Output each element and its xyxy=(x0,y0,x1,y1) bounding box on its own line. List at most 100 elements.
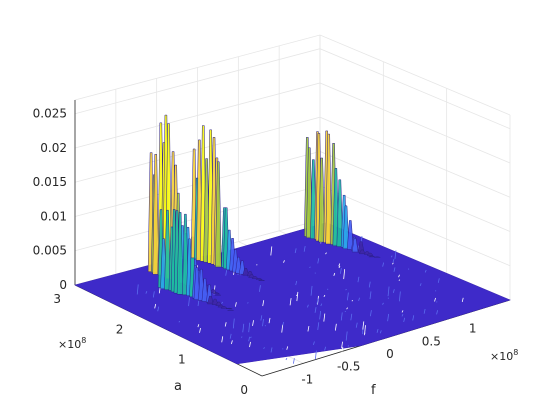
surface-ripple xyxy=(357,276,360,283)
peak-spike xyxy=(255,277,263,280)
x-tick-label: 0 xyxy=(386,347,394,361)
surface-ripple xyxy=(145,291,148,294)
z-tick-label: 0.01 xyxy=(40,209,67,223)
peak-spike xyxy=(215,161,222,268)
surface-ripple xyxy=(197,324,200,328)
peak-3 xyxy=(190,125,265,281)
x-multiplier-base: ×10 xyxy=(490,350,513,363)
surface-ripple xyxy=(282,321,285,326)
surface-ripple xyxy=(398,274,400,278)
peak-spike xyxy=(226,307,233,310)
surface-ripple xyxy=(338,263,341,267)
grid-line xyxy=(74,82,511,164)
surface-ripple xyxy=(398,279,401,281)
surface-ripple xyxy=(339,268,342,274)
surface-ripple xyxy=(390,255,393,258)
surface-ripple xyxy=(334,323,337,331)
surface-ripple xyxy=(249,341,251,348)
surface-ripple xyxy=(242,323,245,333)
surface-ripple xyxy=(398,291,401,302)
peak-spike xyxy=(336,179,344,247)
surface-ripple xyxy=(461,297,464,303)
surface-ripple xyxy=(314,307,317,313)
grid-line xyxy=(74,116,511,198)
grid-line xyxy=(74,151,511,232)
surface-ripple xyxy=(229,333,232,339)
surface-ripple xyxy=(317,322,320,330)
z-tick-label: 0.005 xyxy=(33,244,67,258)
surface-ripple xyxy=(259,285,261,292)
surface-ripple xyxy=(221,301,223,304)
surface-ripple xyxy=(283,260,285,263)
surface-ripple xyxy=(434,297,436,302)
peak-spike xyxy=(351,238,359,253)
surface-ripple xyxy=(340,312,343,321)
peak-spike xyxy=(176,212,184,295)
surface-ripple xyxy=(154,303,157,309)
surface-ripple xyxy=(369,291,372,300)
surface-ripple xyxy=(319,310,322,320)
grid-line xyxy=(74,34,511,116)
peak-spike xyxy=(201,278,209,302)
surface-ripple xyxy=(188,297,190,307)
tick-labels: 0 0.005 0.01 0.015 0.02 0.025 0 1 2 3 -1 -0.5 0 0.5 1 xyxy=(33,107,477,397)
surface-ripple xyxy=(152,291,155,298)
peak-spike xyxy=(342,205,350,250)
surface-ripple xyxy=(387,286,390,297)
surface-ripple xyxy=(270,347,273,353)
y-multiplier-base: ×10 xyxy=(58,338,81,351)
peak-spike xyxy=(358,249,366,255)
surface-ripple xyxy=(263,347,265,349)
peak-spike xyxy=(325,133,332,245)
surface-ripple xyxy=(401,313,404,317)
surface-ripple xyxy=(320,303,323,307)
peak-spike xyxy=(318,157,325,243)
surface-ripple xyxy=(350,313,353,321)
surface-ripple xyxy=(392,289,395,293)
surface-ripple xyxy=(292,358,295,364)
surface-ripple xyxy=(355,322,358,328)
surface-ripple xyxy=(347,345,350,347)
surface-ripple xyxy=(343,269,346,280)
surface-ripple xyxy=(392,258,395,263)
surface-ripple xyxy=(285,357,288,361)
surface-ripple xyxy=(221,336,224,343)
peak-spike xyxy=(258,279,265,281)
surface-ripple xyxy=(436,310,438,315)
surface-ripple xyxy=(313,341,315,345)
z-tick-label: 0.02 xyxy=(40,141,67,155)
surface-ripple xyxy=(341,346,344,352)
surface-ripple xyxy=(289,298,292,306)
surface-ripple xyxy=(309,266,311,268)
surface-ripple xyxy=(412,315,415,321)
surface-ripple xyxy=(323,313,326,322)
surface-ripple xyxy=(364,325,366,336)
peak-spike xyxy=(242,268,250,276)
surface-ripple xyxy=(351,299,354,302)
surface-ripple xyxy=(317,258,320,264)
peak-spike xyxy=(209,289,217,293)
surface-ripple xyxy=(294,248,297,254)
surface-ripple xyxy=(345,288,347,291)
surface-ripple xyxy=(248,322,251,333)
surface-ripple xyxy=(368,281,371,288)
surface-ripple xyxy=(362,321,365,330)
surface-ripple xyxy=(382,262,385,267)
surface-ripple xyxy=(286,346,289,350)
peak-spike xyxy=(164,209,171,291)
surface-ripple xyxy=(232,318,235,329)
surface-ripple xyxy=(303,246,306,252)
z-tick-label: 0.025 xyxy=(33,107,67,121)
x-tick-label: 1 xyxy=(469,322,477,336)
surface-ripple xyxy=(341,341,343,348)
z-tick-label: 0.015 xyxy=(33,175,67,189)
surface-ripple xyxy=(327,288,329,290)
peak-spike xyxy=(213,292,220,294)
surface-ripple xyxy=(379,330,382,334)
surface-ripple xyxy=(199,328,201,333)
floor-plane xyxy=(74,222,511,365)
surface-ripple xyxy=(325,252,327,255)
surface-ripple xyxy=(358,297,360,301)
surface-floor xyxy=(74,222,511,365)
